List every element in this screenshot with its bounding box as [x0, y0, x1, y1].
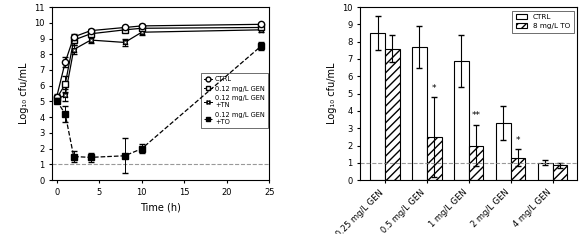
Bar: [385, 49, 399, 180]
Bar: [496, 123, 511, 180]
Legend: CTRL, 0.12 mg/L GEN, 0.12 mg/L GEN
+TN, 0.12 mg/L GEN
+TO: CTRL, 0.12 mg/L GEN, 0.12 mg/L GEN +TN, …: [201, 73, 268, 128]
Bar: [538, 163, 553, 180]
Bar: [511, 158, 525, 180]
Bar: [412, 47, 427, 180]
Bar: [454, 61, 469, 180]
Bar: [469, 146, 483, 180]
Legend: CTRL, 8 mg/L TO: CTRL, 8 mg/L TO: [512, 11, 574, 33]
Y-axis label: Log₁₀ cfu/mL: Log₁₀ cfu/mL: [326, 63, 336, 124]
Bar: [553, 165, 567, 180]
Text: *: *: [432, 84, 437, 93]
Y-axis label: Log₁₀ cfu/mL: Log₁₀ cfu/mL: [19, 63, 29, 124]
Bar: [427, 137, 441, 180]
X-axis label: Time (h): Time (h): [141, 202, 181, 212]
Text: **: **: [472, 111, 480, 121]
Text: *: *: [516, 136, 520, 145]
Bar: [370, 33, 385, 180]
